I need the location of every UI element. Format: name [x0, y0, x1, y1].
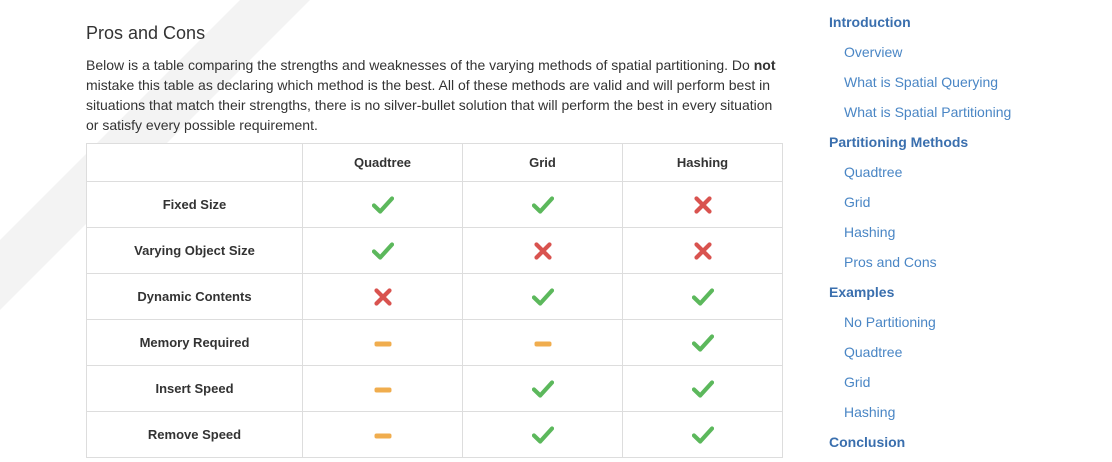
header-cell-quadtree: Quadtree: [302, 143, 463, 182]
check-icon: [691, 425, 714, 444]
table-cell: [622, 365, 783, 412]
check-icon: [531, 425, 554, 444]
table-row: Remove Speed: [86, 411, 783, 458]
cross-icon: [693, 195, 712, 214]
check-icon: [531, 379, 554, 398]
toc-item[interactable]: Hashing: [844, 224, 896, 240]
toc-item[interactable]: Partitioning Methods: [829, 134, 969, 150]
table-cell: [462, 181, 623, 228]
table-cell: [622, 227, 783, 274]
cross-icon: [533, 241, 552, 260]
dash-icon: [374, 433, 392, 439]
check-icon: [691, 287, 714, 306]
toc-item[interactable]: Pros and Cons: [844, 254, 937, 270]
toc-item[interactable]: What is Spatial Partitioning: [844, 104, 1012, 120]
check-icon: [371, 195, 394, 214]
table-row: Fixed Size: [86, 181, 783, 228]
table-cell: [302, 273, 463, 320]
row-label: Dynamic Contents: [86, 273, 303, 320]
table-cell: [622, 181, 783, 228]
toc-item[interactable]: Quadtree: [844, 164, 903, 180]
header-cell-hashing: Hashing: [622, 143, 783, 182]
toc-item[interactable]: What is Spatial Querying: [844, 74, 999, 90]
check-icon: [531, 195, 554, 214]
table-cell: [462, 227, 623, 274]
intro-text-1: Below is a table comparing the strengths…: [86, 57, 754, 73]
section-intro: Below is a table comparing the strengths…: [86, 55, 786, 135]
toc-item[interactable]: Conclusion: [829, 434, 906, 450]
row-label: Insert Speed: [86, 365, 303, 412]
toc-item[interactable]: No Partitioning: [844, 314, 936, 330]
table-row: Dynamic Contents: [86, 273, 783, 320]
table-cell: [302, 411, 463, 458]
comparison-table: Quadtree Grid Hashing Fixed Size Varying…: [86, 143, 783, 458]
header-cell-empty: [86, 143, 303, 182]
section-title: Pros and Cons: [86, 23, 206, 43]
table-row: Memory Required: [86, 319, 783, 366]
header-cell-grid: Grid: [462, 143, 623, 182]
toc-item[interactable]: Grid: [844, 374, 871, 390]
row-label: Memory Required: [86, 319, 303, 366]
check-icon: [531, 287, 554, 306]
check-icon: [371, 241, 394, 260]
toc-item[interactable]: Quadtree: [844, 344, 903, 360]
cross-icon: [693, 241, 712, 260]
toc-item[interactable]: Overview: [844, 44, 903, 60]
table-cell: [302, 181, 463, 228]
table-cell: [462, 411, 623, 458]
table-row: Insert Speed: [86, 365, 783, 412]
dash-icon: [374, 341, 392, 347]
table-cell: [462, 273, 623, 320]
toc-item[interactable]: Introduction: [829, 14, 911, 30]
table-cell: [622, 319, 783, 366]
table-cell: [462, 365, 623, 412]
table-header-row: Quadtree Grid Hashing: [86, 143, 783, 182]
toc-item[interactable]: Examples: [829, 284, 895, 300]
table-of-contents: Introduction Overview What is Spatial Qu…: [829, 12, 1109, 462]
table-cell: [462, 319, 623, 366]
dash-icon: [374, 387, 392, 393]
check-icon: [691, 379, 714, 398]
table-cell: [302, 227, 463, 274]
cross-icon: [373, 287, 392, 306]
row-label: Varying Object Size: [86, 227, 303, 274]
row-label: Remove Speed: [86, 411, 303, 458]
row-label: Fixed Size: [86, 181, 303, 228]
intro-text-bold: not: [753, 57, 776, 73]
check-icon: [691, 333, 714, 352]
table-cell: [622, 411, 783, 458]
table-cell: [302, 319, 463, 366]
table-cell: [622, 273, 783, 320]
toc-item[interactable]: Hashing: [844, 404, 896, 420]
intro-text-2: mistake this table as declaring which me…: [86, 77, 773, 133]
dash-icon: [534, 341, 552, 347]
table-cell: [302, 365, 463, 412]
table-row: Varying Object Size: [86, 227, 783, 274]
main-content: Pros and Cons Below is a table comparing…: [86, 20, 786, 135]
toc-item[interactable]: Grid: [844, 194, 871, 210]
